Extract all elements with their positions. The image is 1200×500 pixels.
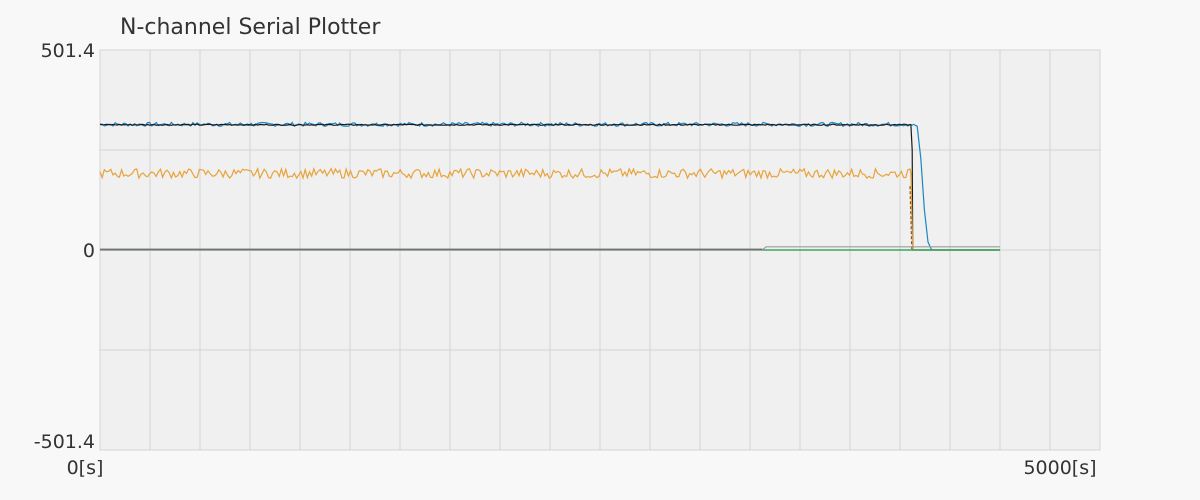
chart-title: N-channel Serial Plotter <box>120 15 381 40</box>
series-line-gray <box>100 246 1000 251</box>
y-tick-label-bottom: -501.4 <box>34 431 95 453</box>
series-line-brown <box>909 186 913 251</box>
series-line-black <box>99 123 1000 251</box>
x-tick-label-right: 5000[s] <box>1023 457 1096 479</box>
x-tick-label-left: 0[s] <box>67 457 104 479</box>
series-line-orange <box>99 166 1000 251</box>
tick-labels: 501.4 0 -501.4 0[s] 5000[s] <box>34 40 1097 479</box>
y-tick-label-top: 501.4 <box>41 40 95 62</box>
series-lines <box>99 121 1000 251</box>
y-tick-label-zero: 0 <box>83 240 95 262</box>
